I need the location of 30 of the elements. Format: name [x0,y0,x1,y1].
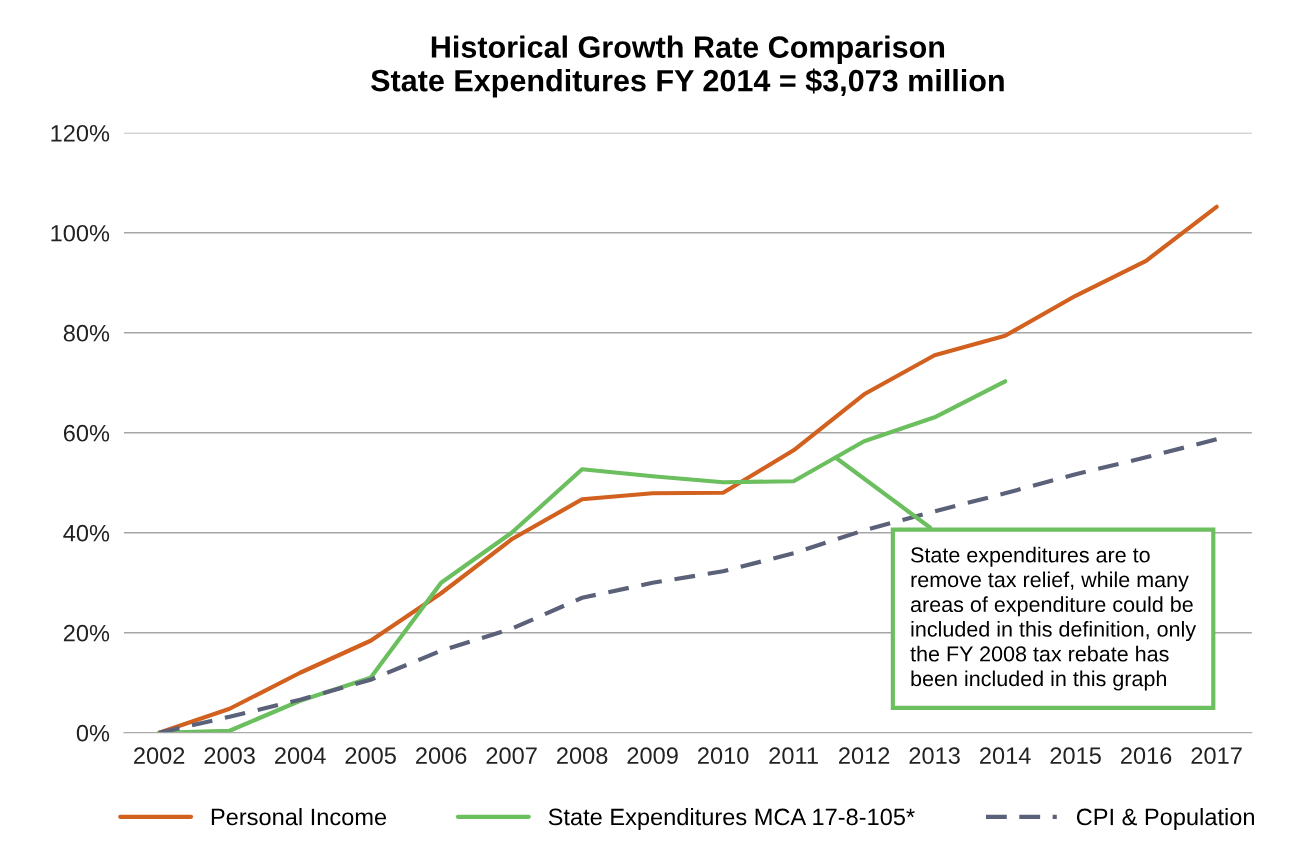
y-tick-label: 100% [51,224,110,242]
x-tick-label: 2002 [134,747,185,764]
y-tick-label: 60% [63,424,110,442]
x-tick-label: 2010 [698,747,749,764]
legend-label: State Expenditures MCA 17-8-105* [548,807,915,830]
x-tick-label: 2009 [627,747,678,764]
legend-label: CPI & Population [1076,807,1254,830]
x-tick-label: 2006 [416,747,467,764]
x-tick-label: 2013 [909,747,960,764]
legend-label: Personal Income [211,807,387,826]
x-tick-label: 2011 [769,747,818,764]
y-tick-label: 120% [51,124,110,142]
x-tick-label: 2007 [486,747,537,764]
x-tick-label: 2012 [839,747,890,764]
x-tick-label: 2016 [1121,747,1172,764]
y-tick-label: 0% [76,724,110,742]
x-tick-label: 2004 [275,747,326,764]
y-tick-label: 40% [63,524,110,542]
x-tick-label: 2017 [1191,747,1242,764]
x-tick-label: 2014 [980,747,1031,764]
x-tick-label: 2005 [345,747,396,764]
chart-title: Historical Growth Rate Comparison State Expenditures FY 2014 = $3,073 million [371,35,1004,98]
x-tick-label: 2008 [557,747,608,764]
x-tick-label: 2003 [204,747,255,764]
y-tick-label: 20% [63,624,110,642]
y-tick-label: 80% [63,324,110,342]
line-series [157,204,1219,733]
annotation: State expenditures are to remove tax relief, while many areas of expenditure could be included in this definition, only the FY 2008 tax rebate has been included in this graph [910,546,1197,691]
line-series [157,437,1219,733]
x-tick-label: 2015 [1050,747,1101,764]
